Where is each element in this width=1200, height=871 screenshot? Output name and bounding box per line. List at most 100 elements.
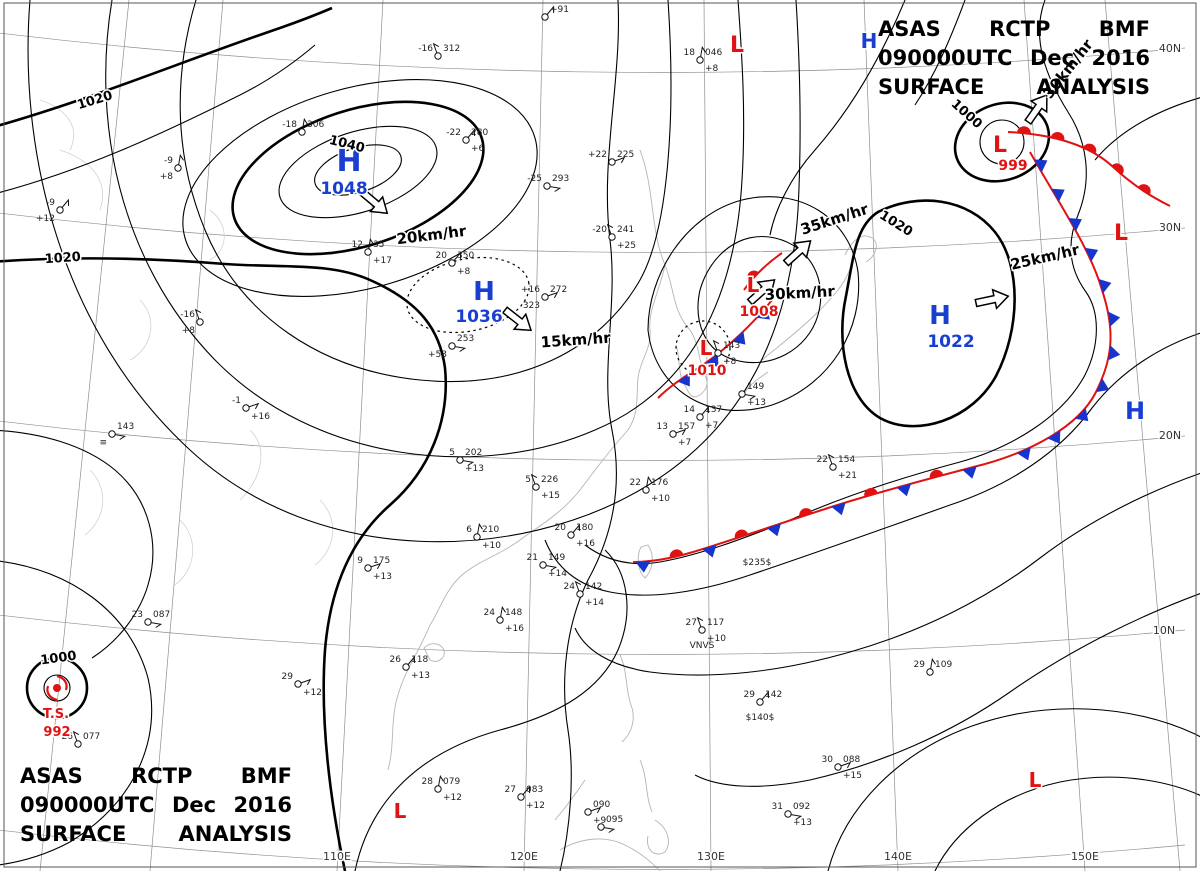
station-value: +12 [303, 688, 322, 698]
terrain-lines [39, 99, 334, 586]
station-value: 9 [357, 556, 363, 566]
station-plot: 20 180 +16 [555, 523, 596, 549]
title-word: Dec [171, 793, 217, 817]
title-word: 090000UTC [20, 793, 155, 817]
station-value: 24 [564, 582, 576, 592]
station-value: +8 [457, 267, 471, 277]
wind-speed-label: 20km/hr [396, 222, 468, 248]
tropical-storm-pressure: 992 [43, 725, 70, 740]
isobar-label: 1020 [75, 88, 114, 113]
station-value: 083 [526, 785, 543, 795]
station-value: +53 [428, 350, 447, 360]
station-value: 210 [482, 525, 499, 535]
wind-arrow-icon [778, 233, 818, 271]
station-value: 176 [651, 478, 668, 488]
station-value: +25 [617, 241, 636, 251]
station-value: 12 [352, 240, 363, 250]
station-value: -18 [282, 120, 297, 130]
station-plot: +16 272 323 [521, 285, 567, 311]
station-value: 142 [585, 582, 602, 592]
low-center-symbol: L [1114, 221, 1128, 246]
station-value: -1 [232, 396, 241, 406]
cold-front-tooth [1016, 447, 1031, 461]
station-value: +14 [548, 569, 567, 579]
cold-front-tooth [1068, 218, 1082, 232]
station-value: +6 [471, 144, 485, 154]
cold-front-tooth [962, 466, 977, 479]
station-value: 13 [657, 422, 668, 432]
station-plot: 143 ≡ [99, 422, 134, 448]
station-value: +17 [373, 256, 392, 266]
station-value: 18 [684, 48, 696, 58]
station-value: 088 [843, 755, 860, 765]
station-value: 137 [705, 405, 722, 415]
station-value: 30 [822, 755, 834, 765]
station-value: 293 [552, 174, 569, 184]
cold-front-tooth [896, 483, 912, 497]
station-plot: -1 +16 [232, 396, 270, 422]
station-value: -9 [164, 156, 173, 166]
station-value: 253 [457, 334, 474, 344]
cold-front-line [984, 151, 1112, 465]
station-plot: -9 +12 [36, 198, 70, 224]
pressure-value: 1008 [740, 304, 779, 320]
cold-front-tooth [1108, 311, 1121, 327]
station-plot: 143 +8 [712, 339, 740, 367]
station-plot: 5 226 +15 [525, 473, 560, 501]
map-frame [3, 2, 1197, 868]
wind-arrow-icon [973, 286, 1012, 314]
cold-front-tooth [1084, 247, 1099, 262]
isobar-label: 1000 [40, 649, 78, 669]
station-value: 202 [465, 448, 482, 458]
title-word: RCTP [131, 764, 193, 788]
station-plot: 24 142 +14 [564, 580, 604, 608]
longitude-label: 130E [697, 850, 725, 863]
title-word: 2016 [233, 793, 292, 817]
station-plot: 22 176 +10 [630, 475, 670, 504]
station-value: 109 [935, 660, 952, 670]
warm-front-line [743, 252, 783, 291]
station-plot: 28 079 +12 [422, 774, 462, 803]
station-value: 154 [838, 455, 855, 465]
station-value: 118 [411, 655, 428, 665]
station-value: +7 [678, 438, 691, 448]
pressure-value: 1022 [927, 332, 974, 352]
wind-speed-label: 25km/hr [1009, 240, 1082, 273]
station-value: 24 [484, 608, 496, 618]
station-plot: 22 154 +21 [817, 453, 857, 481]
station-plot: 18 046 +8 [684, 45, 722, 74]
station-value: 077 [83, 732, 100, 742]
cold-front-tooth [705, 353, 719, 368]
station-value: +8 [182, 326, 196, 336]
station-plot: 13 157 +7 [657, 422, 696, 448]
station-value: +13 [747, 398, 766, 408]
title-word: ASAS [20, 764, 83, 788]
station-plot: 253 +53 [428, 334, 474, 360]
station-value: 046 [705, 48, 722, 58]
station-value: -20 [592, 225, 607, 235]
station-value: 6 [466, 525, 472, 535]
station-value: +10 [651, 494, 670, 504]
fronts [632, 126, 1171, 573]
station-value: 092 [793, 802, 810, 812]
cold-front-tooth [702, 544, 717, 558]
title-line-3: SURFACE ANALYSIS [20, 821, 292, 847]
pressure-value: 1048 [320, 179, 367, 199]
station-value: -16 [418, 44, 433, 54]
station-value: 241 [617, 225, 634, 235]
title-line-2: 090000UTC Dec 2016 [20, 792, 292, 818]
station-plot: 20 350 +8 [436, 251, 475, 277]
station-plot: 095 [597, 815, 623, 833]
station-value: 079 [443, 777, 460, 787]
cold-front-tooth [1047, 430, 1061, 444]
warm-front-tooth [747, 270, 759, 283]
stationary-front-symbols [635, 466, 977, 573]
station-value: 20 [555, 523, 567, 533]
station-value: 312 [443, 44, 460, 54]
longitude-label: 140E [884, 850, 912, 863]
station-value: 22 [630, 478, 641, 488]
station-plot: 29 +12 [282, 672, 322, 698]
cold-front-tooth [635, 561, 651, 573]
latitude-label: 10N [1153, 624, 1175, 637]
